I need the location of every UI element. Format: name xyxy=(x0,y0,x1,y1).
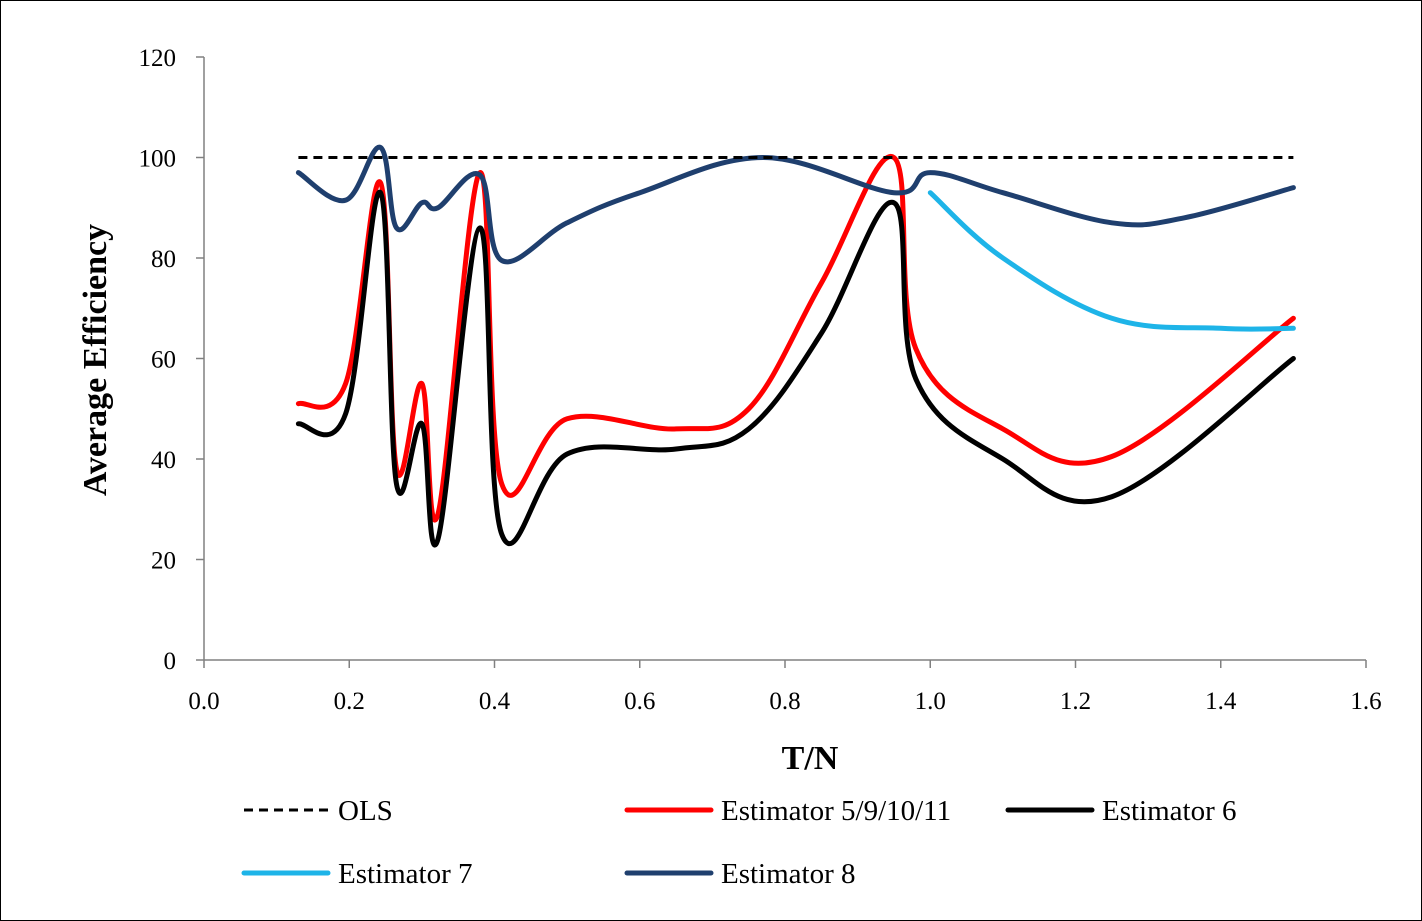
x-tick-label: 1.0 xyxy=(915,688,946,715)
legend-label-estimator-6: Estimator 6 xyxy=(1102,795,1237,827)
y-axis-title: Average Efficiency xyxy=(77,224,114,496)
x-tick-label: 0.6 xyxy=(624,688,655,715)
legend-label-estimator-7: Estimator 7 xyxy=(338,858,473,890)
legend-label-ols: OLS xyxy=(338,795,393,827)
x-tick-label: 0.8 xyxy=(769,688,800,715)
y-tick-label: 40 xyxy=(151,447,176,474)
axes: 0 20 40 60 80 100 120 0.0 0.2 0.4 0.6 0.8 1.0 1.2 1.4 1… xyxy=(139,45,1382,715)
y-tick-label: 120 xyxy=(139,45,177,72)
x-tick-label: 0.0 xyxy=(188,688,219,715)
legend: OLS Estimator 5/9/10/11 Estimator 6 Estimat… xyxy=(241,795,1237,890)
series-layer xyxy=(295,145,1296,548)
y-tick-label: 60 xyxy=(151,347,176,374)
x-tick-label: 0.2 xyxy=(334,688,365,715)
x-axis-title: T/N xyxy=(782,740,839,777)
y-tick-label: 80 xyxy=(151,246,176,273)
x-tick-label: 1.4 xyxy=(1205,688,1237,715)
series-line-estimator-7 xyxy=(927,190,1296,332)
x-tick-label: 1.2 xyxy=(1060,688,1091,715)
x-tick-label: 1.6 xyxy=(1350,688,1381,715)
y-tick-label: 100 xyxy=(139,146,177,173)
legend-label-estimator-5-9-10-11: Estimator 5/9/10/11 xyxy=(721,795,951,827)
series-line-estimator-8 xyxy=(295,145,1296,265)
y-tick-label: 0 xyxy=(164,648,177,675)
legend-label-estimator-8: Estimator 8 xyxy=(721,858,856,890)
y-tick-label: 20 xyxy=(151,548,176,575)
series-line-estimator-6 xyxy=(295,190,1296,548)
x-tick-label: 0.4 xyxy=(479,688,511,715)
